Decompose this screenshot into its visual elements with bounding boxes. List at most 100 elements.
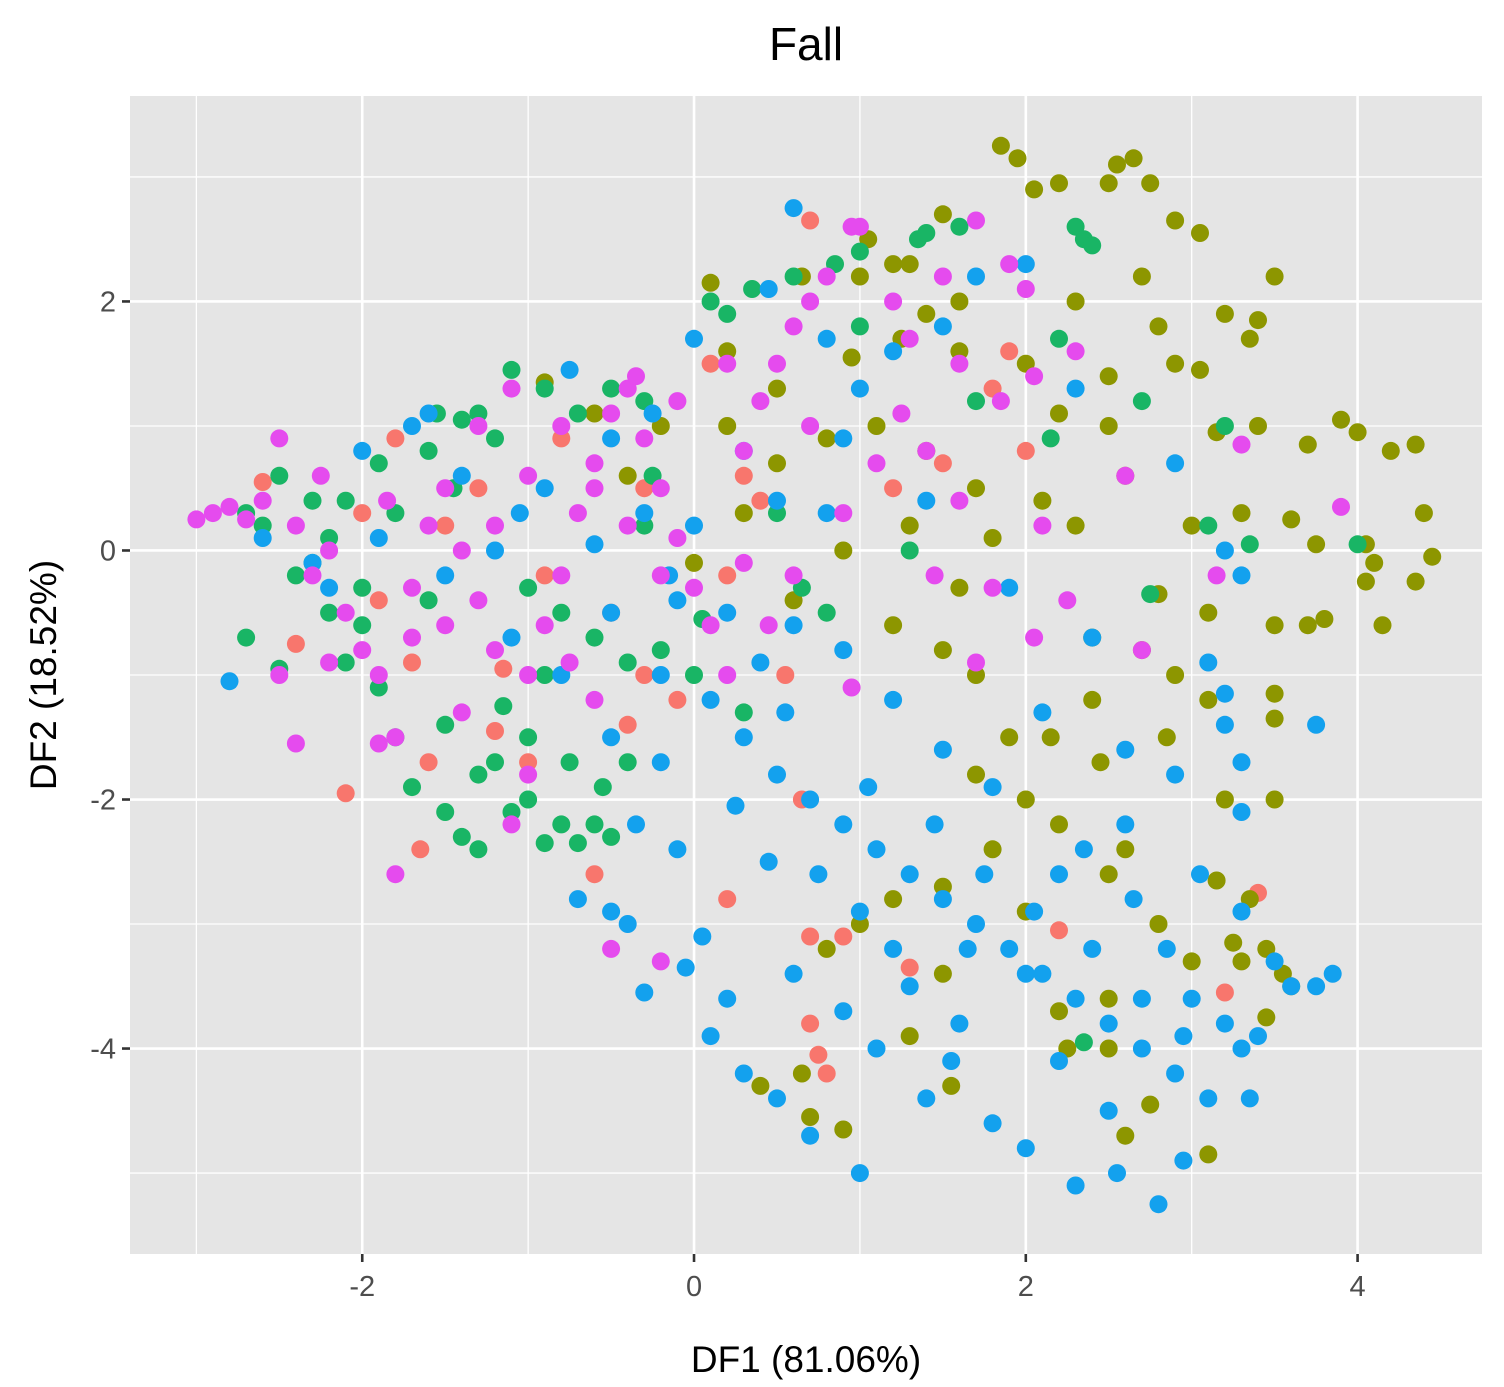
data-point-series-3 (1050, 329, 1068, 348)
data-point-series-2 (1050, 815, 1068, 834)
data-point-series-4 (1232, 566, 1251, 585)
data-point-series-5 (651, 952, 670, 971)
data-point-series-2 (917, 304, 936, 323)
data-point-series-4 (1066, 989, 1085, 1008)
data-point-series-2 (718, 417, 737, 435)
data-point-series-2 (1050, 404, 1068, 423)
data-point-series-2 (1008, 149, 1027, 168)
data-point-series-4 (1199, 653, 1218, 672)
data-point-series-2 (1298, 435, 1317, 454)
data-point-series-2 (718, 342, 737, 361)
data-point-series-5 (668, 392, 687, 411)
data-point-series-2 (1191, 360, 1209, 379)
data-point-series-4 (983, 1114, 1002, 1133)
data-point-series-3 (850, 317, 869, 336)
data-point-series-2 (942, 1076, 961, 1095)
data-point-series-3 (519, 728, 538, 747)
data-point-series-4 (1232, 1039, 1251, 1058)
data-point-series-4 (1025, 902, 1044, 921)
data-point-series-4 (643, 404, 662, 423)
data-point-series-4 (1240, 1089, 1259, 1108)
data-point-series-4 (568, 890, 587, 909)
data-point-series-1 (411, 840, 430, 859)
data-point-series-4 (1232, 753, 1251, 772)
data-point-series-3 (519, 790, 538, 809)
data-point-series-5 (668, 529, 687, 547)
data-point-series-5 (900, 329, 919, 348)
data-point-series-2 (1099, 367, 1118, 386)
y-tick-label: 2 (100, 286, 116, 318)
data-point-series-4 (734, 728, 753, 747)
data-point-series-2 (1282, 510, 1301, 529)
data-point-series-4 (809, 865, 828, 884)
data-point-series-2 (1249, 417, 1267, 435)
data-point-series-2 (1257, 1008, 1276, 1027)
data-point-series-2 (884, 616, 903, 635)
data-point-series-2 (1050, 1002, 1068, 1021)
data-point-series-1 (535, 566, 554, 585)
data-point-series-2 (1041, 728, 1060, 747)
data-point-series-4 (958, 939, 977, 958)
data-point-series-3 (635, 516, 654, 535)
data-point-series-3 (419, 591, 438, 610)
data-point-series-4 (1000, 578, 1019, 597)
data-point-series-5 (519, 666, 538, 684)
data-point-series-4 (353, 441, 372, 460)
data-point-series-4 (1066, 1176, 1085, 1195)
data-point-series-3 (320, 529, 339, 547)
data-point-series-2 (1099, 1039, 1118, 1058)
data-point-series-4 (685, 329, 703, 348)
data-point-series-4 (1191, 865, 1209, 884)
data-point-series-5 (585, 479, 604, 498)
data-point-series-5 (925, 566, 944, 585)
data-point-series-5 (237, 510, 256, 529)
data-point-series-5 (502, 815, 521, 834)
data-point-series-2 (884, 255, 903, 274)
data-point-series-5 (1016, 280, 1035, 298)
data-point-series-2 (1000, 728, 1019, 747)
data-point-series-3 (369, 678, 388, 697)
data-point-series-5 (718, 666, 737, 684)
data-point-series-4 (1033, 964, 1052, 983)
data-point-series-4 (784, 199, 803, 218)
data-point-series-4 (602, 429, 621, 448)
data-point-series-5 (378, 491, 397, 510)
data-point-series-2 (1166, 354, 1185, 373)
data-point-series-5 (369, 734, 388, 753)
data-point-series-4 (768, 765, 786, 784)
data-point-series-4 (701, 690, 720, 709)
data-point-series-2 (950, 292, 969, 311)
data-point-series-5 (519, 466, 538, 485)
data-point-series-4 (1016, 964, 1035, 983)
data-point-series-2 (834, 541, 853, 560)
data-point-series-3 (1041, 429, 1060, 448)
data-point-series-5 (651, 479, 670, 498)
data-point-series-3 (1348, 535, 1367, 554)
data-point-series-5 (917, 441, 936, 460)
data-point-series-3 (519, 578, 538, 597)
data-point-series-4 (933, 890, 952, 909)
data-point-series-1 (494, 659, 513, 678)
data-point-series-5 (1058, 591, 1077, 610)
data-point-series-3 (568, 404, 587, 423)
data-point-series-5 (1025, 628, 1044, 647)
data-point-series-5 (286, 516, 305, 535)
data-point-series-1 (718, 890, 737, 909)
data-point-series-5 (967, 211, 985, 230)
data-point-series-1 (635, 666, 654, 684)
data-point-series-3 (436, 715, 455, 734)
data-point-series-2 (950, 578, 969, 597)
data-point-series-4 (1116, 740, 1135, 759)
data-point-series-5 (552, 566, 571, 585)
data-point-series-3 (452, 410, 471, 429)
data-point-series-2 (933, 964, 952, 983)
data-point-series-3 (701, 292, 720, 311)
data-point-series-5 (685, 578, 703, 597)
data-point-series-2 (834, 1120, 853, 1139)
data-point-series-2 (850, 915, 869, 933)
data-point-series-4 (718, 603, 737, 622)
data-point-series-4 (1215, 1014, 1234, 1033)
data-point-series-2 (817, 429, 836, 448)
data-point-series-5 (817, 267, 836, 286)
data-point-series-4 (403, 417, 421, 435)
